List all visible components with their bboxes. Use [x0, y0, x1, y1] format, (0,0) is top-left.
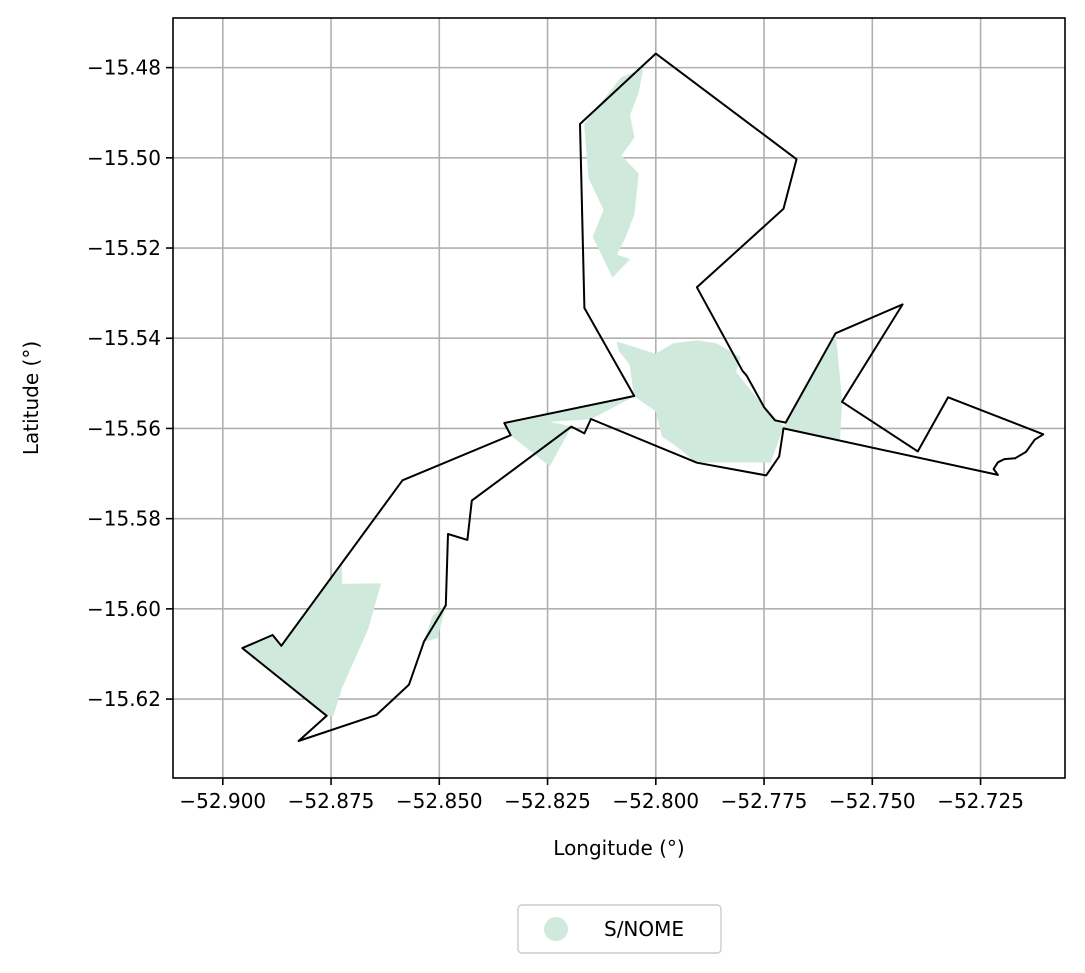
- y-tick-label: −15.52: [87, 236, 161, 260]
- legend-label-s-nome: S/NOME: [604, 917, 684, 941]
- area-polygon: [584, 68, 644, 278]
- legend: S/NOME: [517, 904, 722, 954]
- y-tick-label: −15.50: [87, 146, 161, 170]
- x-axis-label: Longitude (°): [553, 836, 684, 860]
- x-tick-label: −52.850: [396, 789, 483, 813]
- y-tick-label: −15.54: [87, 326, 161, 350]
- area-fills: [241, 68, 843, 717]
- legend-marker-s-nome: [544, 917, 568, 941]
- area-polygon: [503, 395, 635, 467]
- x-tick-label: −52.775: [721, 789, 808, 813]
- area-polygon: [616, 340, 784, 463]
- y-tick-label: −15.56: [87, 416, 161, 440]
- area-polygon: [783, 332, 843, 441]
- y-tick-label: −15.62: [87, 687, 161, 711]
- y-axis-label: Latitude (°): [19, 341, 43, 455]
- plot-frame: [172, 17, 1066, 779]
- x-axis-ticks: −52.900 −52.875 −52.850 −52.825 −52.800 −52.7…: [179, 778, 1024, 813]
- x-tick-label: −52.825: [504, 789, 591, 813]
- boundary-outline: [241, 52, 1045, 742]
- y-tick-label: −15.60: [87, 597, 161, 621]
- legend-frame: [517, 904, 722, 954]
- x-tick-label: −52.725: [937, 789, 1024, 813]
- area-polygon: [241, 565, 382, 717]
- boundary-polygon: [241, 52, 1045, 742]
- y-axis-ticks: −15.48 −15.50 −15.52 −15.54 −15.56 −15.58 −15.…: [87, 56, 173, 711]
- x-tick-label: −52.750: [829, 789, 916, 813]
- x-tick-label: −52.875: [288, 789, 375, 813]
- y-tick-label: −15.48: [87, 56, 161, 80]
- y-tick-label: −15.58: [87, 507, 161, 531]
- x-tick-label: −52.900: [179, 789, 266, 813]
- x-tick-label: −52.800: [612, 789, 699, 813]
